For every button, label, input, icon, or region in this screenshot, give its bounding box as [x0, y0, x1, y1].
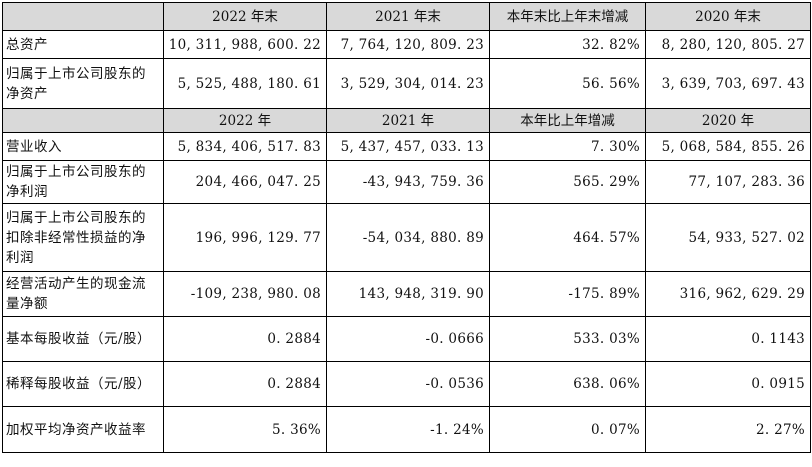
table-cell: 7. 30% — [489, 132, 646, 161]
table-row: 归属于上市公司股东的净利润 204, 466, 047. 25 -43, 943… — [2, 160, 811, 204]
row-label-adjusted-net-profit: 归属于上市公司股东的扣除非经常性损益的净利润 — [2, 203, 164, 272]
table-cell: 0. 0915 — [645, 361, 811, 407]
table-row: 归属于上市公司股东的扣除非经常性损益的净利润 196, 996, 129. 77… — [2, 203, 811, 272]
header-row-year-end: 2022 年末 2021 年末 本年末比上年末增减 2020 年末 — [2, 2, 811, 31]
table-cell: -0. 0536 — [326, 361, 490, 407]
table-cell: -0. 0666 — [326, 316, 490, 362]
table-cell: 0. 1143 — [645, 316, 811, 362]
row-label-revenue: 营业收入 — [2, 132, 164, 161]
row-label-net-profit: 归属于上市公司股东的净利润 — [2, 160, 164, 204]
table-row: 基本每股收益（元/股） 0. 2884 -0. 0666 533. 03% 0.… — [2, 316, 811, 362]
table-cell: -1. 24% — [326, 406, 490, 453]
table-cell: 54, 933, 527. 02 — [645, 203, 811, 272]
table-row: 经营活动产生的现金流量净额 -109, 238, 980. 08 143, 94… — [2, 271, 811, 317]
row-label-weighted-roe: 加权平均净资产收益率 — [2, 406, 164, 453]
table-cell: 0. 07% — [489, 406, 646, 453]
table-cell: 10, 311, 988, 600. 22 — [163, 30, 327, 59]
header-cell-empty — [2, 108, 164, 133]
table-cell: -109, 238, 980. 08 — [163, 271, 327, 317]
row-label-total-assets: 总资产 — [2, 30, 164, 59]
table-cell: 565. 29% — [489, 160, 646, 204]
table-cell: 3, 529, 304, 014. 23 — [326, 58, 490, 109]
table-cell: 196, 996, 129. 77 — [163, 203, 327, 272]
table-cell: 204, 466, 047. 25 — [163, 160, 327, 204]
table-cell: 7, 764, 120, 809. 23 — [326, 30, 490, 59]
row-label-operating-cash-flow: 经营活动产生的现金流量净额 — [2, 271, 164, 317]
table-row: 营业收入 5, 834, 406, 517. 83 5, 437, 457, 0… — [2, 132, 811, 161]
header-cell-2020: 2020 年 — [645, 108, 811, 133]
table-cell: 2. 27% — [645, 406, 811, 453]
table-cell: -54, 034, 880. 89 — [326, 203, 490, 272]
header-cell-change: 本年比上年增减 — [489, 108, 646, 133]
table-cell: 77, 107, 283. 36 — [645, 160, 811, 204]
header-cell-empty — [2, 2, 164, 31]
header-cell-change-year-end: 本年末比上年末增减 — [489, 2, 646, 31]
table-cell: -175. 89% — [489, 271, 646, 317]
table-cell: 0. 2884 — [163, 316, 327, 362]
table-cell: 8, 280, 120, 805. 27 — [645, 30, 811, 59]
table-cell: 5. 36% — [163, 406, 327, 453]
header-cell-2021: 2021 年 — [326, 108, 490, 133]
financial-summary-table: 2022 年末 2021 年末 本年末比上年末增减 2020 年末 总资产 10… — [2, 2, 811, 453]
table-cell: 533. 03% — [489, 316, 646, 362]
header-cell-2022: 2022 年 — [163, 108, 327, 133]
header-cell-2020-year-end: 2020 年末 — [645, 2, 811, 31]
table-cell: 3, 639, 703, 697. 43 — [645, 58, 811, 109]
table-cell: 0. 2884 — [163, 361, 327, 407]
table-cell: 5, 437, 457, 033. 13 — [326, 132, 490, 161]
row-label-basic-eps: 基本每股收益（元/股） — [2, 316, 164, 362]
header-cell-2022-year-end: 2022 年末 — [163, 2, 327, 31]
table-cell: 638. 06% — [489, 361, 646, 407]
table-cell: 5, 068, 584, 855. 26 — [645, 132, 811, 161]
header-cell-2021-year-end: 2021 年末 — [326, 2, 490, 31]
table-row: 归属于上市公司股东的净资产 5, 525, 488, 180. 61 3, 52… — [2, 58, 811, 109]
table-cell: 56. 56% — [489, 58, 646, 109]
table-cell: 5, 525, 488, 180. 61 — [163, 58, 327, 109]
table-cell: 464. 57% — [489, 203, 646, 272]
table-cell: 32. 82% — [489, 30, 646, 59]
table-row: 稀释每股收益（元/股） 0. 2884 -0. 0536 638. 06% 0.… — [2, 361, 811, 407]
table-cell: 316, 962, 629. 29 — [645, 271, 811, 317]
table-row: 总资产 10, 311, 988, 600. 22 7, 764, 120, 8… — [2, 30, 811, 59]
table-cell: 143, 948, 319. 90 — [326, 271, 490, 317]
row-label-net-assets: 归属于上市公司股东的净资产 — [2, 58, 164, 109]
header-row-year: 2022 年 2021 年 本年比上年增减 2020 年 — [2, 108, 811, 133]
row-label-diluted-eps: 稀释每股收益（元/股） — [2, 361, 164, 407]
table-cell: 5, 834, 406, 517. 83 — [163, 132, 327, 161]
table-cell: -43, 943, 759. 36 — [326, 160, 490, 204]
table-row: 加权平均净资产收益率 5. 36% -1. 24% 0. 07% 2. 27% — [2, 406, 811, 453]
